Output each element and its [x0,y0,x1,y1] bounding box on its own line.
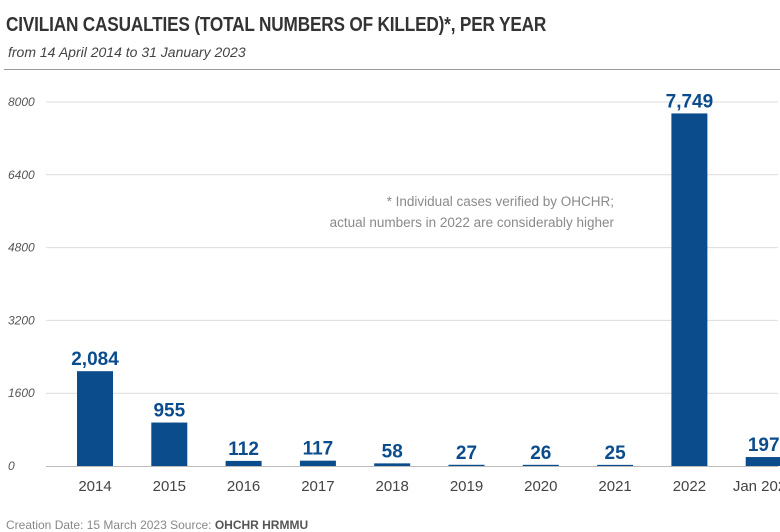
bar [299,460,336,466]
data-label: 27 [456,443,477,464]
y-tick-label: 4800 [8,241,35,255]
y-tick-label: 6400 [8,168,35,182]
footnote-line-1: * Individual cases verified by OHCHR; [386,194,614,209]
bar [671,113,708,466]
title-divider [4,69,780,70]
data-label: 25 [605,443,627,464]
bar [225,460,262,466]
x-tick-label: 2016 [227,478,260,495]
source-label: Source: [170,518,212,532]
data-label: 7,749 [666,91,714,112]
y-tick-label: 8000 [8,95,35,109]
data-label: 2,084 [71,349,119,370]
bar [597,464,634,466]
x-tick-label: 2021 [598,478,631,495]
chart-subtitle: from 14 April 2014 to 31 January 2023 [8,44,246,60]
y-tick-label: 0 [8,459,15,473]
x-tick-label: 2017 [301,478,334,495]
x-tick-label: 2018 [376,478,409,495]
y-tick-label: 1600 [8,386,35,400]
chart-title: CIVILIAN CASUALTIES (TOTAL NUMBERS OF KI… [6,14,547,36]
x-tick-label: 2015 [153,478,186,495]
data-label: 112 [228,439,259,460]
data-label: 58 [382,441,403,462]
x-tick-label: 2014 [78,478,111,495]
chart-footer: Creation Date: 15 March 2023 Source: OHC… [6,518,308,532]
source-value: OHCHR HRMMU [214,518,309,532]
y-tick-label: 3200 [8,313,35,327]
bar [745,457,780,466]
bar [374,463,411,466]
bar [448,464,485,466]
data-label: 955 [153,401,185,422]
data-label: 117 [303,439,334,460]
footnote-line-2: actual numbers in 2022 are considerably … [329,215,614,230]
creation-date: Creation Date: 15 March 2023 [6,518,167,532]
chart-footnote: * Individual cases verified by OHCHR; ac… [284,191,614,233]
x-tick-label: 2020 [524,478,557,495]
x-tick-label: 2019 [450,478,483,495]
x-tick-label: 2022 [673,478,706,495]
bar [522,464,559,466]
data-label: 197 [748,435,780,456]
x-tick-label: Jan 2023 [733,478,780,495]
bar [77,371,113,466]
bar [151,422,188,466]
data-label: 26 [530,443,551,464]
